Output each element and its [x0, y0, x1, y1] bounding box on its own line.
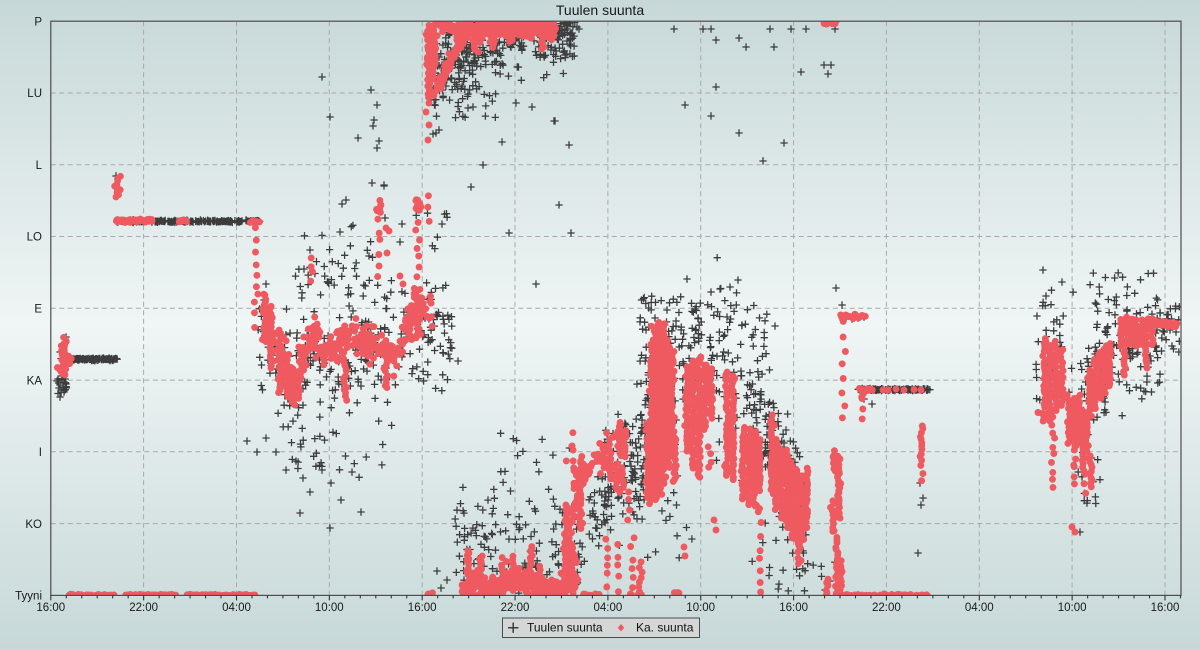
svg-text:KO: KO: [25, 519, 42, 531]
svg-text:Tyyni: Tyyni: [15, 591, 42, 603]
svg-text:04:00: 04:00: [222, 602, 251, 614]
svg-text:LO: LO: [27, 232, 42, 244]
svg-text:16:00: 16:00: [408, 602, 437, 614]
svg-text:04:00: 04:00: [594, 602, 623, 614]
svg-text:10:00: 10:00: [686, 602, 715, 614]
svg-text:L: L: [36, 160, 43, 172]
svg-text:Tuulen suunta: Tuulen suunta: [556, 2, 644, 18]
svg-text:10:00: 10:00: [315, 602, 344, 614]
svg-text:KA: KA: [27, 375, 43, 387]
svg-text:16:00: 16:00: [36, 602, 65, 614]
svg-text:04:00: 04:00: [965, 602, 994, 614]
svg-text:22:00: 22:00: [501, 602, 530, 614]
svg-text:10:00: 10:00: [1058, 602, 1087, 614]
svg-text:16:00: 16:00: [1151, 602, 1180, 614]
svg-text:22:00: 22:00: [872, 602, 901, 614]
svg-text:22:00: 22:00: [129, 602, 158, 614]
svg-text:16:00: 16:00: [779, 602, 808, 614]
svg-text:Tuulen suunta: Tuulen suunta: [527, 621, 603, 635]
svg-text:Ka. suunta: Ka. suunta: [636, 621, 694, 635]
svg-text:LU: LU: [27, 88, 42, 100]
svg-text:E: E: [34, 304, 42, 316]
svg-text:I: I: [39, 447, 42, 459]
svg-text:P: P: [34, 16, 42, 28]
